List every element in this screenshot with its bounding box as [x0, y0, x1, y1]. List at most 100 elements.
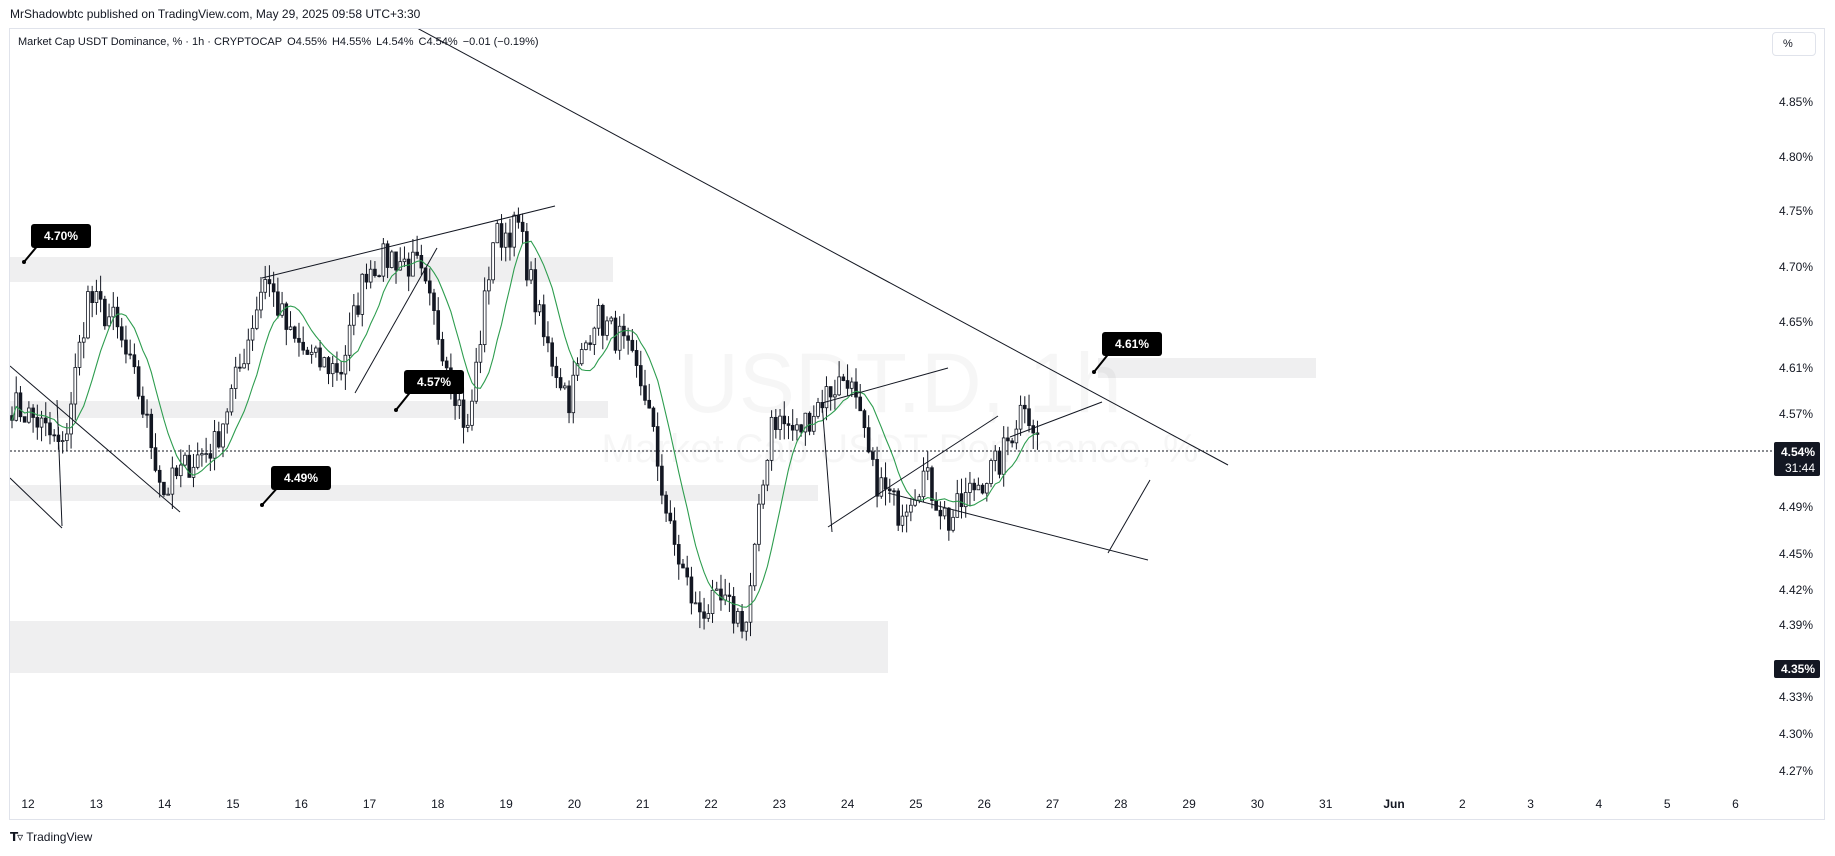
- candle: [335, 351, 339, 381]
- candle: [212, 419, 217, 471]
- candle: [1006, 426, 1010, 456]
- trendline[interactable]: [56, 399, 63, 527]
- candle: [892, 488, 896, 506]
- time-axis-tick: 5: [1664, 797, 1671, 811]
- trendline[interactable]: [354, 247, 438, 394]
- level-callout[interactable]: 4.70%: [22, 224, 91, 264]
- candle: [94, 279, 99, 315]
- candle: [157, 465, 162, 498]
- time-axis-tick: 31: [1319, 797, 1333, 811]
- candle: [643, 369, 647, 406]
- candle: [592, 326, 597, 355]
- candle: [596, 298, 601, 336]
- candle: [626, 327, 630, 355]
- candle: [103, 295, 107, 330]
- candle: [841, 373, 846, 382]
- bar-countdown: 31:44: [1785, 461, 1815, 475]
- level-callout-label: 4.70%: [44, 229, 78, 243]
- time-axis-tick: 4: [1596, 797, 1603, 811]
- candle: [554, 356, 559, 389]
- candle: [297, 322, 301, 357]
- candle: [508, 218, 512, 261]
- candle: [782, 401, 787, 440]
- candle: [786, 416, 791, 440]
- candle: [128, 339, 132, 360]
- trendline[interactable]: [10, 365, 181, 513]
- candle: [993, 445, 998, 472]
- trendline[interactable]: [1009, 401, 1103, 438]
- price-zone: [1098, 358, 1316, 378]
- trendline[interactable]: [821, 367, 949, 404]
- candle: [470, 389, 474, 431]
- trendline[interactable]: [887, 492, 1149, 561]
- candle: [1018, 395, 1023, 436]
- trendline[interactable]: [261, 205, 556, 279]
- trendline[interactable]: [365, 0, 1229, 466]
- candle: [276, 277, 280, 319]
- candle: [141, 386, 145, 418]
- candle: [440, 331, 445, 366]
- candle: [824, 376, 829, 421]
- candle: [52, 429, 56, 442]
- candle: [689, 566, 694, 615]
- candle: [267, 265, 272, 297]
- candle: [107, 303, 111, 328]
- candle: [10, 406, 14, 429]
- time-axis-tick: 25: [909, 797, 923, 811]
- price-axis-tick: 4.57%: [1779, 407, 1813, 421]
- candle: [668, 500, 673, 524]
- level-callouts: 4.70% 4.57% 4.49% 4.61%: [22, 224, 1162, 507]
- candle: [284, 301, 289, 346]
- level-callout[interactable]: 4.61%: [1092, 332, 1162, 374]
- candle: [951, 510, 955, 533]
- candle: [816, 397, 820, 419]
- candle: [322, 356, 327, 368]
- candle: [432, 288, 436, 325]
- candle: [208, 443, 213, 472]
- candle: [837, 361, 841, 397]
- time-axis-tick: 23: [773, 797, 787, 811]
- current-price-tag: [1774, 442, 1820, 476]
- candle: [605, 316, 609, 341]
- candle: [976, 477, 981, 491]
- trendline[interactable]: [827, 415, 999, 528]
- candle: [896, 488, 900, 531]
- trendline[interactable]: [10, 477, 63, 529]
- candle: [221, 423, 225, 458]
- candle: [149, 408, 154, 459]
- ohlc-low: L4.54%: [376, 36, 414, 48]
- time-axis-tick: 29: [1182, 797, 1196, 811]
- candle: [204, 437, 208, 463]
- candle: [377, 274, 381, 278]
- candle: [503, 222, 508, 262]
- price-axis-tick: 4.85%: [1779, 95, 1813, 109]
- candle: [790, 409, 795, 441]
- level-callout[interactable]: 4.57%: [394, 370, 464, 412]
- candle: [314, 345, 318, 358]
- candle: [698, 591, 702, 629]
- candle: [491, 242, 495, 284]
- candle: [664, 491, 668, 522]
- candle: [968, 471, 972, 507]
- time-axis-tick: 19: [499, 797, 513, 811]
- candle: [326, 356, 331, 385]
- candle: [22, 416, 27, 423]
- percent-scale-button[interactable]: %: [1772, 32, 1816, 56]
- level-callout[interactable]: 4.49%: [260, 466, 331, 507]
- time-axis-tick: 6: [1732, 797, 1739, 811]
- time-axis-tick: 24: [841, 797, 855, 811]
- candle: [845, 364, 850, 397]
- watermark-description: Market Cap USDT Dominance, %: [601, 427, 1198, 471]
- candle: [14, 376, 19, 422]
- trendline[interactable]: [821, 402, 833, 533]
- trendline[interactable]: [1107, 479, 1151, 554]
- candle: [731, 587, 736, 634]
- candle: [183, 452, 187, 467]
- candle: [854, 368, 858, 409]
- candle: [254, 296, 259, 331]
- candle: [216, 421, 221, 449]
- candle: [474, 347, 478, 404]
- candle: [347, 312, 352, 372]
- candle: [115, 296, 120, 339]
